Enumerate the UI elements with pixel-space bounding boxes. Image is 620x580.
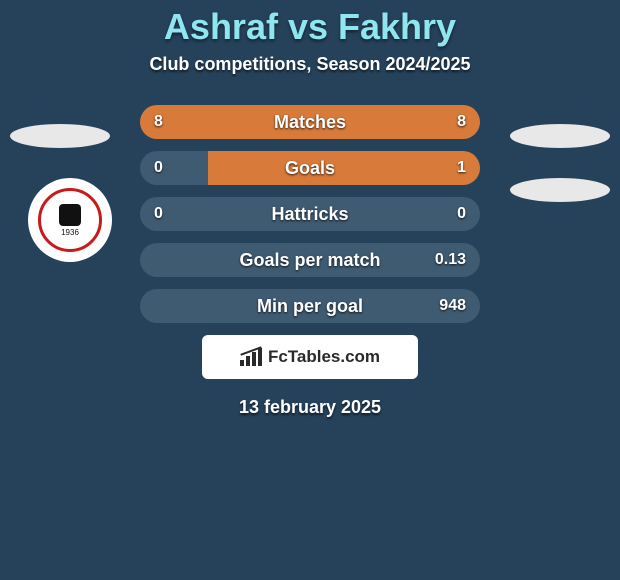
player-right-avatar-2 <box>510 178 610 202</box>
page-root: Ashraf vs Fakhry Club competitions, Seas… <box>0 0 620 580</box>
club-badge-inner: 1936 <box>38 188 102 252</box>
page-title: Ashraf vs Fakhry <box>0 0 620 48</box>
stat-label: Matches <box>194 112 426 133</box>
stat-row: 0Goals1 <box>140 151 480 185</box>
page-subtitle: Club competitions, Season 2024/2025 <box>0 54 620 75</box>
player-left-avatar <box>10 124 110 148</box>
stat-value-right: 0.13 <box>426 251 466 269</box>
stat-row: Goals per match0.13 <box>140 243 480 277</box>
stat-value-left: 0 <box>154 205 194 223</box>
stat-label: Hattricks <box>194 204 426 225</box>
brand-box[interactable]: FcTables.com <box>202 335 418 379</box>
stat-value-right: 0 <box>426 205 466 223</box>
stat-value-left: 0 <box>154 159 194 177</box>
stat-row: 8Matches8 <box>140 105 480 139</box>
footer-date: 13 february 2025 <box>0 397 620 418</box>
stat-value-right: 1 <box>426 159 466 177</box>
stat-row: Min per goal948 <box>140 289 480 323</box>
stat-label: Goals <box>194 158 426 179</box>
stat-label: Min per goal <box>194 296 426 317</box>
brand-text: FcTables.com <box>268 347 380 367</box>
stat-value-right: 8 <box>426 113 466 131</box>
stat-value-left: 8 <box>154 113 194 131</box>
stat-label: Goals per match <box>194 250 426 271</box>
stat-row: 0Hattricks0 <box>140 197 480 231</box>
brand-icon <box>240 348 262 366</box>
club-badge-mark <box>59 204 81 226</box>
club-badge-year: 1936 <box>61 228 79 237</box>
player-right-avatar <box>510 124 610 148</box>
club-badge-left: 1936 <box>28 178 112 262</box>
stat-value-right: 948 <box>426 297 466 315</box>
stat-rows: 8Matches80Goals10Hattricks0Goals per mat… <box>140 105 480 323</box>
